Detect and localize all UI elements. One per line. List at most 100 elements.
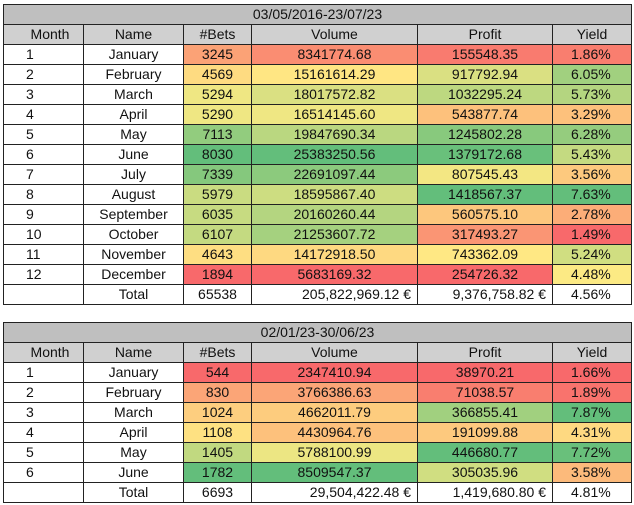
bets-cell[interactable]: 6107 — [183, 224, 252, 245]
bets-cell[interactable]: 3245 — [183, 44, 252, 65]
profit-cell[interactable]: 807545.43 — [417, 164, 553, 185]
profit-cell[interactable]: 917792.94 — [417, 64, 553, 85]
yield-cell[interactable]: 3.58% — [552, 462, 632, 483]
profit-cell[interactable]: 71038.57 — [417, 382, 553, 403]
volume-cell[interactable]: 14172918.50 — [251, 244, 418, 265]
total-bets-cell[interactable]: 6693 — [183, 482, 252, 503]
name-cell[interactable]: May — [83, 442, 184, 463]
volume-cell[interactable]: 4662011.79 — [251, 402, 418, 423]
yield-cell[interactable]: 5.43% — [551, 144, 633, 165]
bets-cell[interactable]: 1782 — [183, 462, 252, 483]
month-cell[interactable]: 4 — [3, 104, 84, 125]
profit-cell[interactable]: 191099.88 — [417, 422, 553, 443]
month-cell[interactable]: 10 — [3, 224, 84, 245]
yield-cell[interactable]: 3.56% — [551, 164, 633, 185]
yield-cell[interactable]: 1.66% — [552, 362, 632, 383]
volume-cell[interactable]: 20160260.44 — [251, 204, 418, 225]
month-cell[interactable]: 6 — [3, 144, 84, 165]
profit-cell[interactable]: 155548.35 — [417, 44, 553, 65]
volume-cell[interactable]: 21253607.72 — [251, 224, 418, 245]
name-cell[interactable]: March — [83, 402, 184, 423]
volume-cell[interactable]: 18017572.82 — [251, 84, 418, 105]
volume-cell[interactable]: 5788100.99 — [251, 442, 418, 463]
profit-cell[interactable]: 254726.32 — [417, 264, 553, 285]
total-profit-cell[interactable]: 9,376,758.82 € — [417, 284, 553, 305]
bets-cell[interactable]: 8030 — [183, 144, 252, 165]
yield-cell[interactable]: 6.28% — [551, 124, 633, 145]
total-volume-cell[interactable]: 29,504,422.48 € — [251, 482, 418, 503]
profit-cell[interactable]: 1418567.37 — [417, 184, 553, 205]
yield-cell[interactable]: 4.31% — [552, 422, 632, 443]
total-label[interactable]: Total — [83, 284, 184, 305]
yield-cell[interactable]: 1.86% — [551, 44, 633, 65]
yield-cell[interactable]: 1.49% — [551, 224, 633, 245]
profit-cell[interactable]: 305035.96 — [417, 462, 553, 483]
bets-cell[interactable]: 1405 — [183, 442, 252, 463]
bets-cell[interactable]: 5979 — [183, 184, 252, 205]
volume-cell[interactable]: 2347410.94 — [251, 362, 418, 383]
yield-cell[interactable]: 7.63% — [551, 184, 633, 205]
month-cell[interactable]: 9 — [3, 204, 84, 225]
bets-cell[interactable]: 1894 — [183, 264, 252, 285]
name-cell[interactable]: April — [83, 104, 184, 125]
month-cell[interactable]: 12 — [3, 264, 84, 285]
profit-cell[interactable]: 317493.27 — [417, 224, 553, 245]
profit-cell[interactable]: 1032295.24 — [417, 84, 553, 105]
profit-cell[interactable]: 446680.77 — [417, 442, 553, 463]
yield-cell[interactable]: 7.72% — [552, 442, 632, 463]
month-cell[interactable]: 4 — [3, 422, 84, 443]
name-cell[interactable]: February — [83, 64, 184, 85]
bets-cell[interactable]: 5290 — [183, 104, 252, 125]
name-cell[interactable]: September — [83, 204, 184, 225]
month-cell[interactable]: 5 — [3, 124, 84, 145]
month-cell[interactable]: 1 — [3, 44, 84, 65]
bets-cell[interactable]: 830 — [183, 382, 252, 403]
month-cell[interactable]: 6 — [3, 462, 84, 483]
volume-cell[interactable]: 4430964.76 — [251, 422, 418, 443]
name-cell[interactable]: November — [83, 244, 184, 265]
name-cell[interactable]: February — [83, 382, 184, 403]
total-yield-cell[interactable]: 4.81% — [552, 482, 632, 503]
name-cell[interactable]: October — [83, 224, 184, 245]
month-cell[interactable]: 1 — [3, 362, 84, 383]
name-cell[interactable]: January — [83, 44, 184, 65]
profit-cell[interactable]: 543877.74 — [417, 104, 553, 125]
total-blank-cell[interactable] — [3, 482, 84, 503]
yield-cell[interactable]: 3.29% — [551, 104, 633, 125]
month-cell[interactable]: 3 — [3, 402, 84, 423]
volume-cell[interactable]: 5683169.32 — [251, 264, 418, 285]
profit-cell[interactable]: 560575.10 — [417, 204, 553, 225]
name-cell[interactable]: April — [83, 422, 184, 443]
bets-cell[interactable]: 544 — [183, 362, 252, 383]
name-cell[interactable]: June — [83, 144, 184, 165]
yield-cell[interactable]: 5.24% — [551, 244, 633, 265]
profit-cell[interactable]: 366855.41 — [417, 402, 553, 423]
volume-cell[interactable]: 22691097.44 — [251, 164, 418, 185]
total-volume-cell[interactable]: 205,822,969.12 € — [251, 284, 418, 305]
bets-cell[interactable]: 1108 — [183, 422, 252, 443]
profit-cell[interactable]: 1245802.28 — [417, 124, 553, 145]
profit-cell[interactable]: 38970.21 — [417, 362, 553, 383]
month-cell[interactable]: 2 — [3, 64, 84, 85]
name-cell[interactable]: March — [83, 84, 184, 105]
profit-cell[interactable]: 743362.09 — [417, 244, 553, 265]
month-cell[interactable]: 11 — [3, 244, 84, 265]
volume-cell[interactable]: 8509547.37 — [251, 462, 418, 483]
month-cell[interactable]: 2 — [3, 382, 84, 403]
name-cell[interactable]: January — [83, 362, 184, 383]
volume-cell[interactable]: 25383250.56 — [251, 144, 418, 165]
volume-cell[interactable]: 16514145.60 — [251, 104, 418, 125]
total-profit-cell[interactable]: 1,419,680.80 € — [417, 482, 553, 503]
month-cell[interactable]: 7 — [3, 164, 84, 185]
volume-cell[interactable]: 15161614.29 — [251, 64, 418, 85]
yield-cell[interactable]: 7.87% — [552, 402, 632, 423]
volume-cell[interactable]: 8341774.68 — [251, 44, 418, 65]
name-cell[interactable]: December — [83, 264, 184, 285]
name-cell[interactable]: August — [83, 184, 184, 205]
volume-cell[interactable]: 18595867.40 — [251, 184, 418, 205]
profit-cell[interactable]: 1379172.68 — [417, 144, 553, 165]
name-cell[interactable]: July — [83, 164, 184, 185]
bets-cell[interactable]: 6035 — [183, 204, 252, 225]
yield-cell[interactable]: 5.73% — [551, 84, 633, 105]
bets-cell[interactable]: 4569 — [183, 64, 252, 85]
